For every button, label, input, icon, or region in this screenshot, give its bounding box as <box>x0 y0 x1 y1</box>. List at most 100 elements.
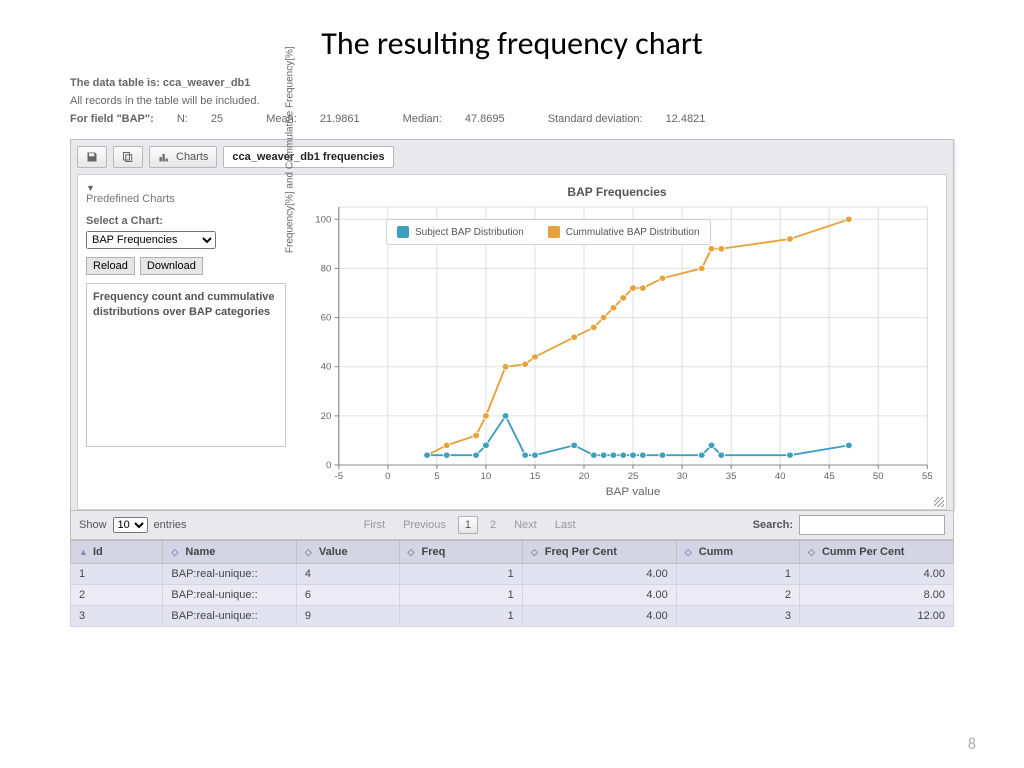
svg-text:30: 30 <box>677 471 688 481</box>
page-size-select[interactable]: 10 <box>113 517 148 533</box>
frequency-table: ▲Id◇Name◇Value◇Freq◇Freq Per Cent◇Cumm◇C… <box>70 540 954 627</box>
table-row[interactable]: 3BAP:real-unique::914.00312.00 <box>71 606 954 627</box>
pager-page-1[interactable]: 1 <box>458 516 478 534</box>
table-cell: 4.00 <box>522 606 676 627</box>
pager-next[interactable]: Next <box>508 517 543 533</box>
reload-button[interactable]: Reload <box>86 257 135 275</box>
sd-value: 12.4821 <box>666 113 706 125</box>
table-header-row: ▲Id◇Name◇Value◇Freq◇Freq Per Cent◇Cumm◇C… <box>71 541 954 564</box>
svg-text:20: 20 <box>579 471 590 481</box>
copy-icon-button[interactable] <box>113 146 143 168</box>
predefined-charts-sidebar: ▼ Predefined Charts Select a Chart: BAP … <box>86 183 286 501</box>
tabbar: Charts cca_weaver_db1 frequencies <box>77 146 947 174</box>
pager-first[interactable]: First <box>358 517 391 533</box>
svg-text:20: 20 <box>321 411 332 421</box>
field-label: For field "BAP": <box>70 113 154 125</box>
table-cell: 1 <box>676 564 799 585</box>
median-label: Median: <box>403 113 442 125</box>
sort-icon: ◇ <box>808 547 816 558</box>
show-label: Show <box>79 519 107 531</box>
table-cell: BAP:real-unique:: <box>163 606 296 627</box>
table-header-name[interactable]: ◇Name <box>163 541 296 564</box>
table-cell: 3 <box>676 606 799 627</box>
legend-swatch-subject <box>397 226 409 238</box>
median-value: 47.8695 <box>465 113 505 125</box>
svg-text:15: 15 <box>530 471 541 481</box>
charts-tab-button[interactable]: Charts <box>149 146 217 168</box>
table-cell: 1 <box>399 606 522 627</box>
svg-text:55: 55 <box>922 471 933 481</box>
legend-label-subject: Subject BAP Distribution <box>415 227 524 238</box>
chart-panel: Charts cca_weaver_db1 frequencies ▼ Pred… <box>70 139 954 511</box>
table-controls: Show 10 entries First Previous 1 2 Next … <box>70 511 954 540</box>
resize-grip-icon[interactable] <box>934 497 944 507</box>
search-input[interactable] <box>799 515 945 535</box>
chevron-down-icon[interactable]: ▼ <box>86 183 286 193</box>
table-cell: 4.00 <box>522 564 676 585</box>
n-value: 25 <box>211 113 223 125</box>
table-header-value[interactable]: ◇Value <box>296 541 399 564</box>
select-chart-label: Select a Chart: <box>86 215 286 227</box>
entries-label: entries <box>154 519 187 531</box>
table-header-freq[interactable]: ◇Freq <box>399 541 522 564</box>
sidebar-title: Predefined Charts <box>86 193 286 205</box>
chart-description: Frequency count and cummulative distribu… <box>86 283 286 447</box>
sort-icon: ◇ <box>305 547 313 558</box>
data-table-label: The data table is: <box>70 77 160 89</box>
table-header-cumm-per-cent[interactable]: ◇Cumm Per Cent <box>799 541 953 564</box>
table-cell: 3 <box>71 606 163 627</box>
active-tab[interactable]: cca_weaver_db1 frequencies <box>223 146 393 168</box>
svg-text:45: 45 <box>824 471 835 481</box>
table-header-cumm[interactable]: ◇Cumm <box>676 541 799 564</box>
frequency-line-chart: -50510152025303540455055020406080100BAP … <box>296 201 938 501</box>
field-stats: For field "BAP": N: 25 Mean: 21.9861 Med… <box>70 113 954 125</box>
table-cell: 9 <box>296 606 399 627</box>
table-cell: 8.00 <box>799 585 953 606</box>
search-label: Search: <box>753 519 793 531</box>
table-cell: 1 <box>399 585 522 606</box>
svg-text:0: 0 <box>385 471 390 481</box>
svg-text:50: 50 <box>873 471 884 481</box>
app-screenshot: The data table is: cca_weaver_db1 All re… <box>70 77 954 627</box>
mean-value: 21.9861 <box>320 113 360 125</box>
n-label: N: <box>177 113 188 125</box>
table-header-freq-per-cent[interactable]: ◇Freq Per Cent <box>522 541 676 564</box>
table-header-id[interactable]: ▲Id <box>71 541 163 564</box>
svg-text:-5: -5 <box>335 471 344 481</box>
table-cell: 4.00 <box>522 585 676 606</box>
pager-prev[interactable]: Previous <box>397 517 452 533</box>
chart-select[interactable]: BAP Frequencies <box>86 231 216 249</box>
sort-icon: ◇ <box>408 547 416 558</box>
svg-text:25: 25 <box>628 471 639 481</box>
chart-area: BAP Frequencies Frequency[%] and Cummula… <box>296 183 938 501</box>
chart-workarea: ▼ Predefined Charts Select a Chart: BAP … <box>77 174 947 510</box>
slide-title: The resulting frequency chart <box>0 0 1024 71</box>
sort-icon: ◇ <box>531 547 539 558</box>
table-cell: 4.00 <box>799 564 953 585</box>
table-cell: 12.00 <box>799 606 953 627</box>
table-cell: BAP:real-unique:: <box>163 564 296 585</box>
pager: First Previous 1 2 Next Last <box>358 516 582 534</box>
legend-label-cumm: Cummulative BAP Distribution <box>566 227 700 238</box>
charts-tab-label: Charts <box>176 151 208 163</box>
active-tab-label: cca_weaver_db1 frequencies <box>232 151 384 163</box>
include-note: All records in the table will be include… <box>70 95 954 107</box>
table-row[interactable]: 1BAP:real-unique::414.0014.00 <box>71 564 954 585</box>
save-icon-button[interactable] <box>77 146 107 168</box>
pager-last[interactable]: Last <box>549 517 582 533</box>
plot-wrap: Frequency[%] and Cummulative Frequency[%… <box>296 201 938 501</box>
download-button[interactable]: Download <box>140 257 203 275</box>
svg-text:60: 60 <box>321 313 332 323</box>
table-cell: 4 <box>296 564 399 585</box>
svg-text:10: 10 <box>481 471 492 481</box>
table-cell: 6 <box>296 585 399 606</box>
pager-page-2[interactable]: 2 <box>484 517 502 533</box>
sort-icon: ◇ <box>171 547 179 558</box>
table-row[interactable]: 2BAP:real-unique::614.0028.00 <box>71 585 954 606</box>
copy-icon <box>122 151 134 163</box>
table-cell: 1 <box>71 564 163 585</box>
table-cell: 2 <box>676 585 799 606</box>
floppy-icon <box>86 151 98 163</box>
svg-text:80: 80 <box>321 264 332 274</box>
sort-icon: ◇ <box>685 547 693 558</box>
